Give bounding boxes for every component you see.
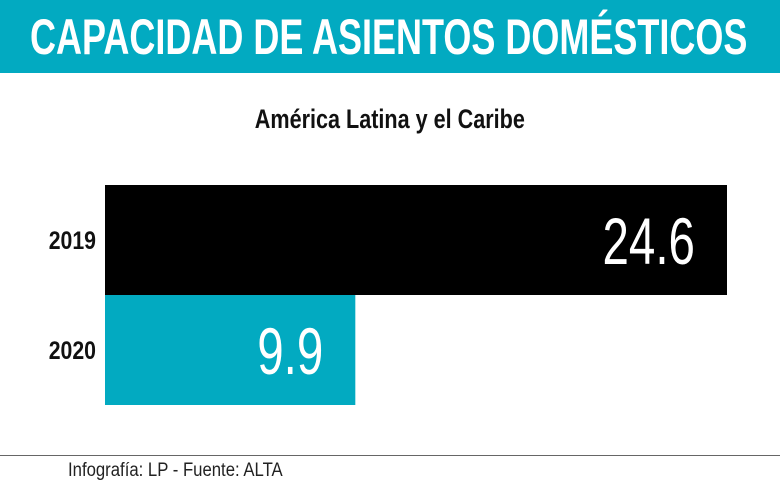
value-label-2019: 24.6 (603, 205, 695, 278)
category-label-2019: 2019 (49, 226, 96, 254)
bar-2019 (105, 185, 727, 295)
chart-subtitle: América Latina y el Caribe (0, 104, 780, 135)
header-banner: CAPACIDAD DE ASIENTOS DOMÉSTICOS (0, 0, 780, 73)
footer-divider (0, 455, 780, 456)
chart-title: CAPACIDAD DE ASIENTOS DOMÉSTICOS (30, 9, 748, 65)
value-label-2020: 9.9 (257, 315, 323, 388)
bar-2020 (105, 295, 356, 405)
source-note: Infografía: LP - Fuente: ALTA (68, 460, 283, 481)
subtitle-text: América Latina y el Caribe (254, 104, 526, 134)
category-label-2020: 2020 (49, 336, 96, 364)
